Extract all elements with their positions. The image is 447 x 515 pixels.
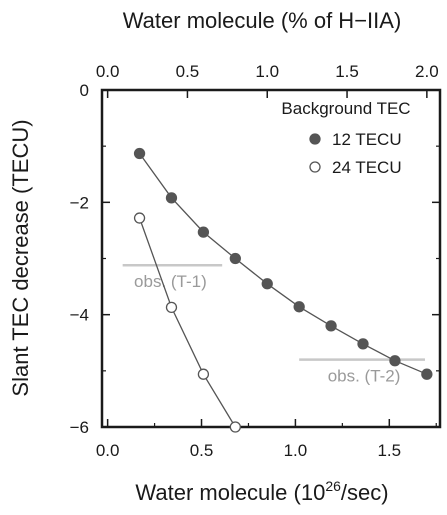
top-tick-label: 1.0 <box>255 62 279 81</box>
series-line <box>138 217 236 428</box>
y-axis-title: Slant TEC decrease (TECU) <box>8 119 33 396</box>
data-point <box>357 338 369 350</box>
series-line <box>139 153 428 375</box>
legend-label: 12 TECU <box>332 130 402 149</box>
y-tick-label: −6 <box>70 418 89 437</box>
top-axis-title: Water molecule (% of H−IIA) <box>123 8 402 33</box>
top-tick-label: 2.0 <box>415 62 439 81</box>
top-tick-label: 0.0 <box>96 62 120 81</box>
x-tick-label: 0.0 <box>96 441 120 460</box>
series-2 <box>133 212 241 433</box>
data-point <box>133 147 146 160</box>
y-tick-label: −4 <box>70 306 89 325</box>
top-tick-label: 1.5 <box>335 62 359 81</box>
ticks-layer: 0.0 0.5 1.0 1.5 0.0 0.5 1.0 1.5 2.0 0 −2 −4 −6 <box>70 62 440 460</box>
x-axis-title: Water molecule (1026/sec) <box>135 478 388 505</box>
observations-layer: obs. (T-1) obs. (T-2) <box>122 263 425 386</box>
data-point <box>165 301 178 314</box>
series-1 <box>133 147 433 380</box>
data-point <box>389 355 401 367</box>
legend-marker <box>309 161 321 173</box>
legend: Background TEC 12 TECU 24 TECU <box>281 99 410 177</box>
series-layer <box>133 147 433 433</box>
legend-label: 24 TECU <box>332 158 402 177</box>
x-axis-title-suffix: /sec) <box>341 480 389 505</box>
x-axis-title-prefix: Water molecule (10 <box>135 480 325 505</box>
data-point <box>165 192 178 204</box>
x-axis-title-exponent: 26 <box>325 478 341 494</box>
data-point <box>261 278 273 290</box>
data-point <box>421 368 433 380</box>
top-tick-label: 0.5 <box>176 62 200 81</box>
observation-label: obs. (T-2) <box>328 367 401 386</box>
data-point <box>197 226 210 238</box>
y-tick-label: 0 <box>80 81 89 100</box>
x-tick-label: 0.5 <box>190 441 214 460</box>
y-tick-label: −2 <box>70 193 89 212</box>
x-tick-label: 1.0 <box>284 441 308 460</box>
data-point <box>229 252 241 265</box>
data-point <box>293 301 305 313</box>
data-point <box>133 212 146 224</box>
legend-marker <box>309 133 321 145</box>
data-point <box>197 368 210 380</box>
data-point <box>325 320 337 332</box>
x-tick-label: 1.5 <box>377 441 401 460</box>
data-point <box>229 421 241 433</box>
observation-label: obs. (T-1) <box>134 272 207 291</box>
legend-title: Background TEC <box>281 99 410 118</box>
